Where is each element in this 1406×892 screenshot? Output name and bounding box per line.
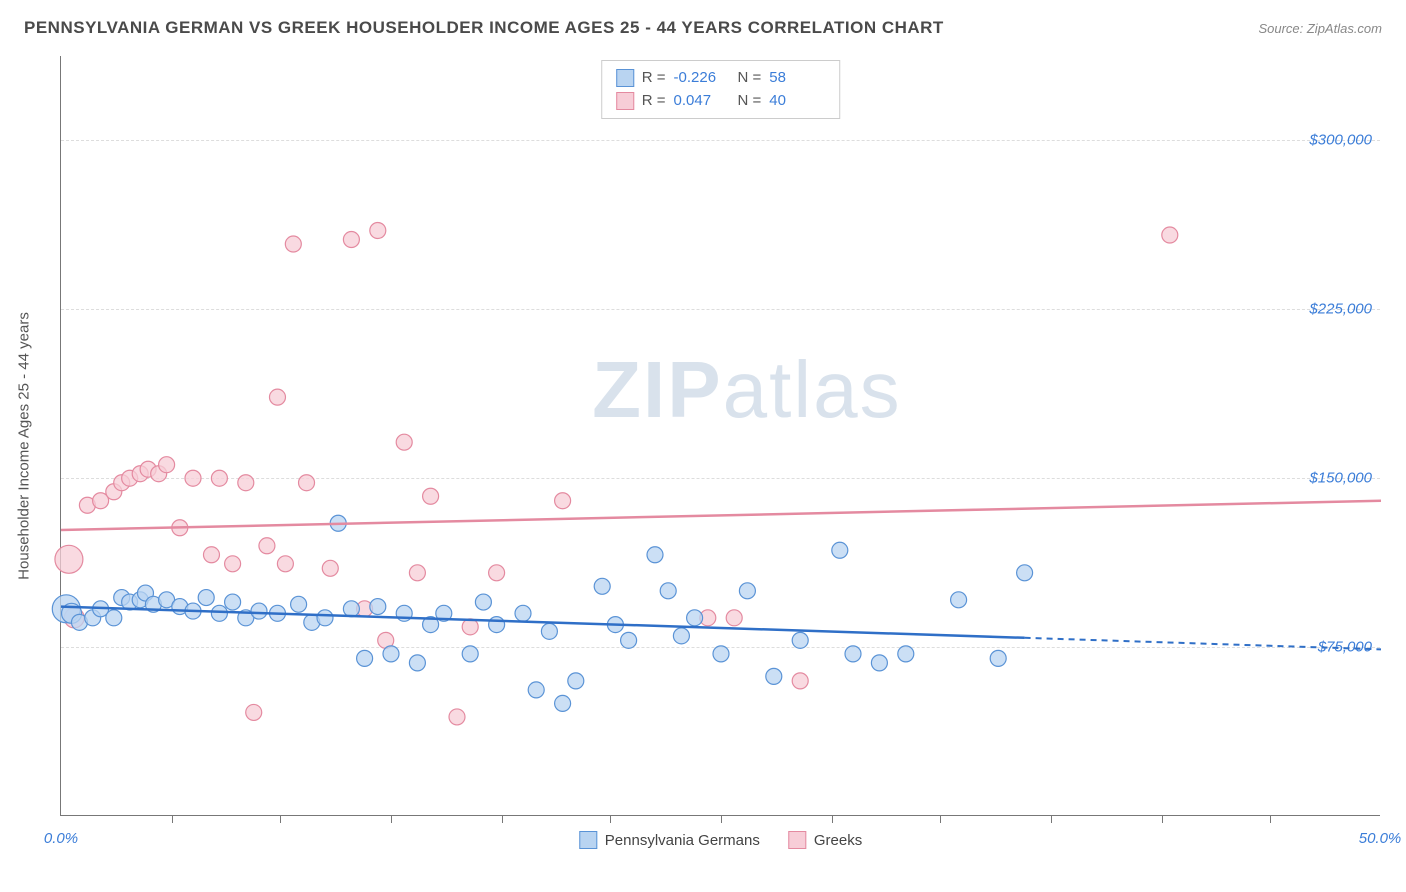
scatter-svg — [61, 56, 1380, 815]
stats-legend-box: R = -0.226 N = 58 R = 0.047 N = 40 — [601, 60, 841, 119]
x-min-label: 0.0% — [44, 830, 78, 847]
swatch-series1 — [616, 69, 634, 87]
r-value-2: 0.047 — [674, 90, 730, 113]
source-label: Source: — [1258, 21, 1306, 36]
n-label-1: N = — [738, 67, 762, 90]
source-credit: Source: ZipAtlas.com — [1258, 21, 1382, 36]
legend-bottom: Pennsylvania Germans Greeks — [579, 831, 862, 849]
legend-swatch-series2 — [788, 831, 806, 849]
chart-title: PENNSYLVANIA GERMAN VS GREEK HOUSEHOLDER… — [24, 18, 944, 38]
legend-swatch-series1 — [579, 831, 597, 849]
y-axis-label: Householder Income Ages 25 - 44 years — [16, 312, 33, 580]
stats-row-series2: R = 0.047 N = 40 — [616, 90, 826, 113]
header-row: PENNSYLVANIA GERMAN VS GREEK HOUSEHOLDER… — [0, 0, 1406, 48]
r-value-1: -0.226 — [674, 67, 730, 90]
n-label-2: N = — [738, 90, 762, 113]
legend-label-series2: Greeks — [814, 832, 862, 849]
r-label-2: R = — [642, 90, 666, 113]
r-label-1: R = — [642, 67, 666, 90]
x-max-label: 50.0% — [1359, 830, 1402, 847]
stats-row-series1: R = -0.226 N = 58 — [616, 67, 826, 90]
chart-plot-area: ZIPatlas $75,000$150,000$225,000$300,000… — [60, 56, 1380, 816]
legend-item-series1: Pennsylvania Germans — [579, 831, 760, 849]
n-value-2: 40 — [769, 90, 825, 113]
swatch-series2 — [616, 92, 634, 110]
legend-item-series2: Greeks — [788, 831, 862, 849]
legend-label-series1: Pennsylvania Germans — [605, 832, 760, 849]
n-value-1: 58 — [769, 67, 825, 90]
source-name: ZipAtlas.com — [1307, 21, 1382, 36]
